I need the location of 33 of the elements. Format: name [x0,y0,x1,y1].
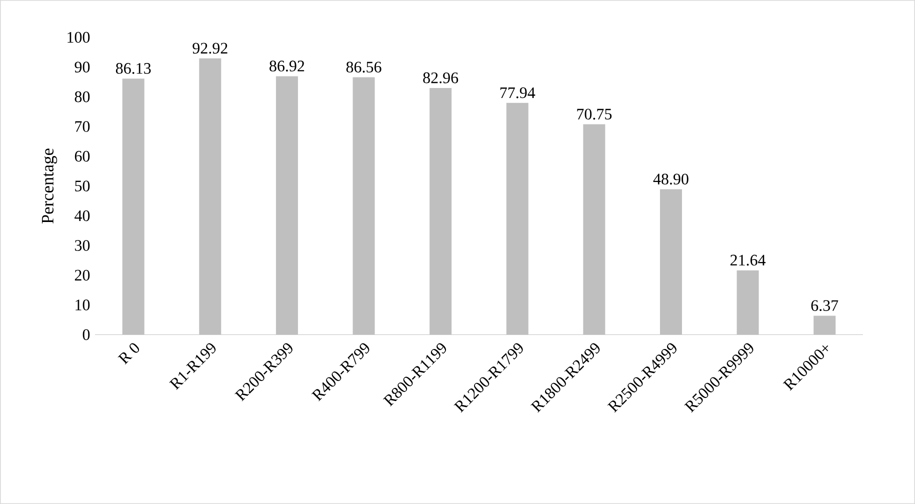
bar [430,88,452,335]
y-tick-label: 40 [74,210,90,222]
bar [660,189,682,335]
data-label: 77.94 [500,87,536,98]
bar [736,270,759,335]
y-tick-label: 60 [74,150,90,162]
bar [199,58,222,335]
bar [506,102,528,335]
data-label: 86.56 [346,62,382,73]
bar [583,124,606,335]
y-tick-label: 10 [76,300,90,310]
y-tick-label: 50 [75,180,90,192]
bar [352,77,375,335]
data-label: 70.75 [577,108,612,120]
data-label: 86.92 [270,60,304,72]
x-tick-label: R 0 [118,343,140,364]
bar [122,78,144,335]
data-label: 86.13 [116,62,151,74]
y-tick-label: 70 [75,121,90,132]
data-label: 48.90 [653,174,688,185]
y-axis-title: Percentage [42,148,58,224]
data-label: 6.37 [811,300,838,312]
y-tick-label: 0 [82,329,90,340]
y-tick-label: 90 [74,62,90,72]
data-label: 92.92 [192,42,228,54]
y-tick-label: 100 [68,32,90,43]
data-label: 21.64 [730,254,766,266]
bar [814,316,836,335]
bar [276,76,298,335]
y-tick-label: 20 [74,270,90,281]
y-tick-label: 80 [74,91,90,102]
y-tick-label: 30 [75,240,90,251]
data-label: 82.96 [423,72,458,84]
